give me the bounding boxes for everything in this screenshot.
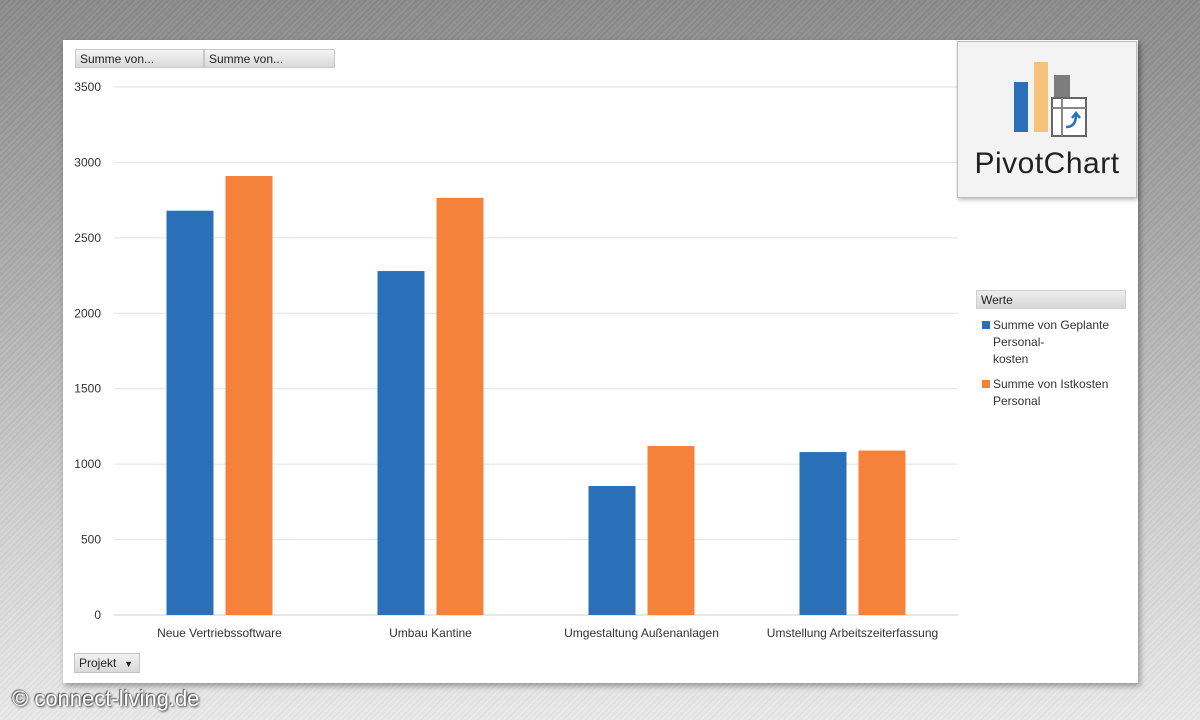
pivotchart-icon-box: PivotChart — [957, 41, 1137, 198]
legend-title: Werte — [976, 290, 1126, 309]
x-tick-label: Umstellung Arbeitszeiterfassung — [767, 626, 938, 640]
bar — [588, 486, 636, 615]
y-tick-label: 1500 — [74, 382, 101, 396]
x-tick-label: Umgestaltung Außenanlagen — [564, 626, 719, 640]
project-filter-button[interactable]: Projekt ▼ — [74, 653, 140, 673]
legend-text-line: Summe von Istkosten — [993, 377, 1109, 391]
bar — [647, 446, 695, 615]
legend-swatch-planned — [982, 321, 990, 329]
bar — [799, 452, 847, 615]
y-tick-label: 500 — [81, 533, 101, 547]
pivotchart-label: PivotChart — [974, 147, 1120, 180]
bar — [436, 197, 484, 615]
x-tick-label: Umbau Kantine — [389, 626, 472, 640]
pivotchart-icon — [1014, 62, 1087, 137]
bar — [858, 450, 906, 615]
legend-item-actual[interactable]: Summe von Istkosten Personal — [976, 376, 1126, 410]
legend-swatch-actual — [982, 380, 990, 388]
bar — [166, 210, 214, 615]
value-field-button-2[interactable]: Summe von... — [204, 49, 335, 68]
x-tick-label: Neue Vertriebssoftware — [157, 626, 282, 640]
legend-text-line: Personal — [993, 394, 1041, 408]
dropdown-arrow-icon: ▼ — [124, 659, 133, 669]
y-tick-label: 3500 — [74, 80, 101, 94]
y-tick-label: 2000 — [74, 306, 101, 320]
project-filter-label: Projekt — [79, 656, 117, 670]
bar — [377, 271, 425, 615]
watermark: © connect-living.de — [12, 686, 200, 711]
legend: Werte Summe von Geplante Personal- koste… — [976, 290, 1126, 410]
value-field-button-1[interactable]: Summe von... — [75, 49, 204, 68]
y-tick-label: 2500 — [74, 231, 101, 245]
y-tick-label: 1000 — [74, 457, 101, 471]
legend-text-line: kosten — [993, 352, 1029, 366]
y-tick-label: 0 — [94, 608, 101, 622]
legend-text-line: Personal- — [993, 335, 1045, 349]
y-tick-label: 3000 — [74, 155, 101, 169]
legend-item-planned[interactable]: Summe von Geplante Personal- kosten — [976, 317, 1126, 368]
legend-text-line: Summe von Geplante — [993, 318, 1110, 332]
bar — [225, 176, 273, 615]
